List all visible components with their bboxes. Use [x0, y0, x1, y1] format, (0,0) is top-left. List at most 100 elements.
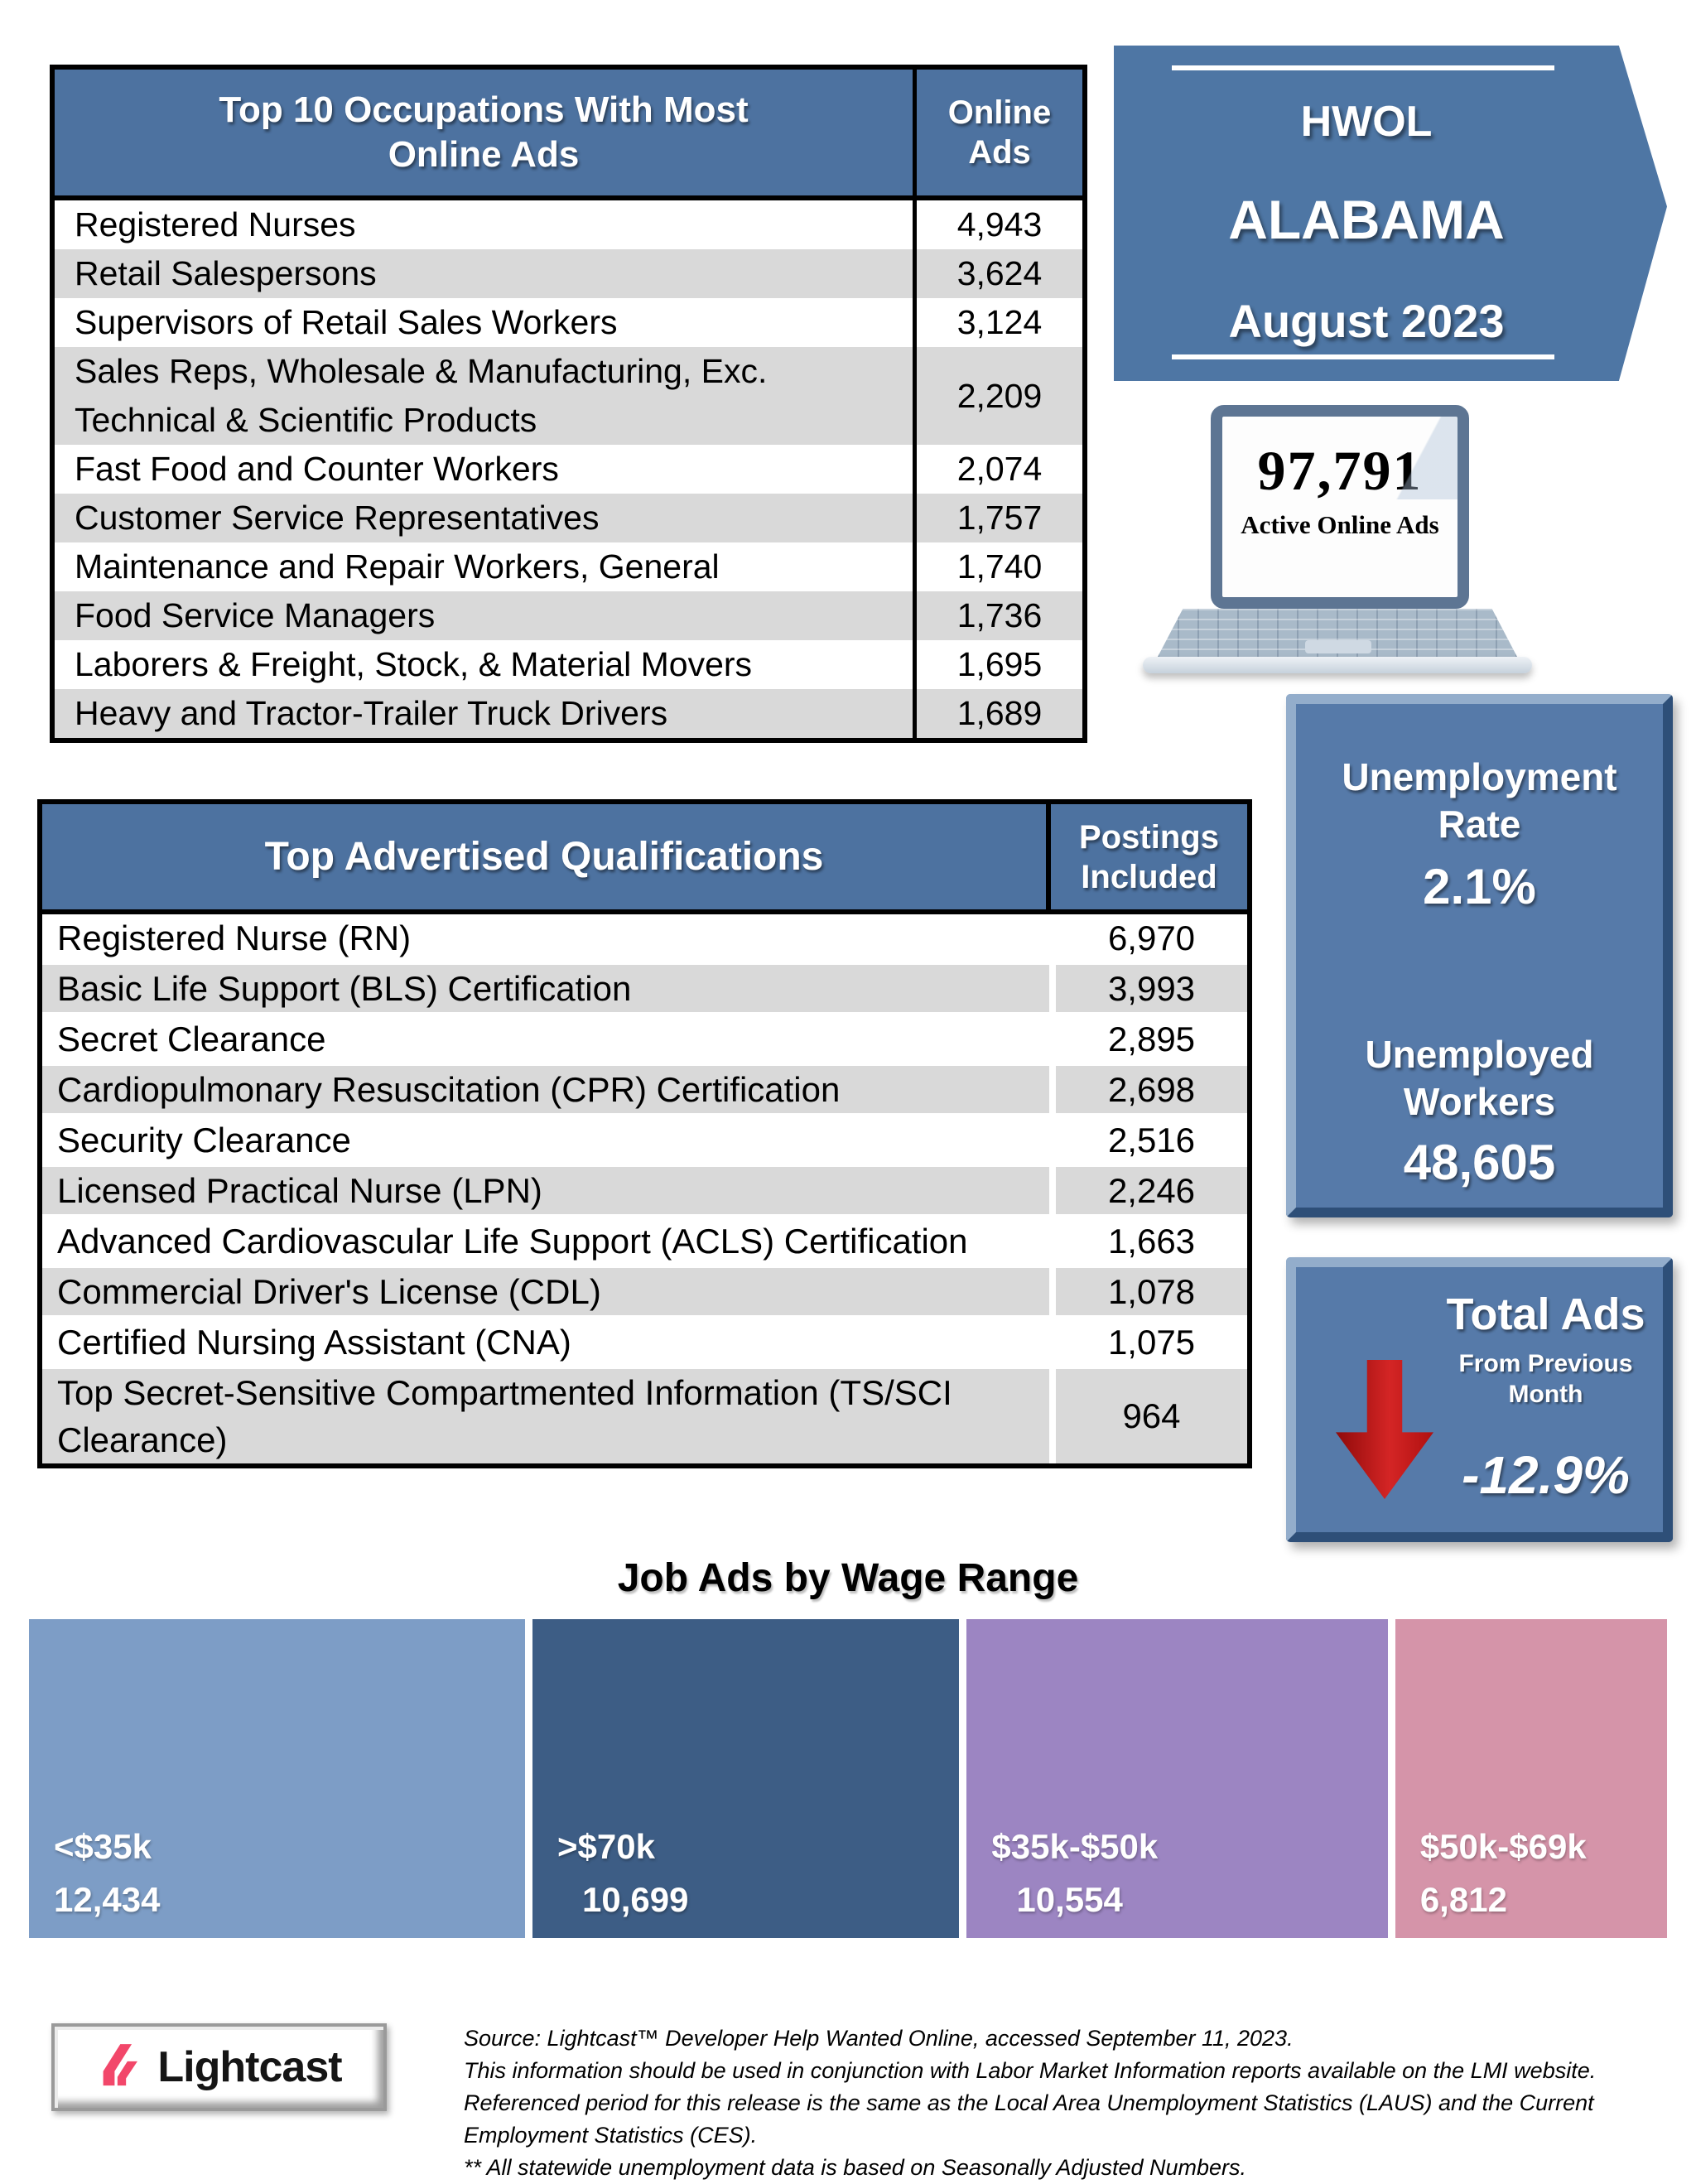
table-row: Advanced Cardiovascular Life Support (AC…: [42, 1214, 1247, 1265]
qualifications-table-header: Top Advertised Qualifications Postings I…: [42, 804, 1247, 914]
occupation-label: Customer Service Representatives: [75, 499, 600, 537]
qualification-label: Secret Clearance: [57, 1020, 326, 1058]
banner-top-rule: [1172, 65, 1554, 70]
table-row: Customer Service Representatives 1,757: [55, 494, 1082, 542]
table-row: Registered Nurse (RN) 6,970: [42, 914, 1247, 962]
banner-report-month: August 2023: [1228, 295, 1505, 347]
laptop-keyboard: [1158, 609, 1517, 657]
source-line: Referenced period for this release is th…: [464, 2090, 1594, 2148]
occupation-ads-count: 3,624: [913, 249, 1082, 298]
treemap-segment: <$35k 12,434: [29, 1619, 525, 1938]
table-row: Top Secret-Sensitive Compartmented Infor…: [42, 1366, 1247, 1463]
occupation-ads-count: 3,124: [913, 298, 1082, 347]
unemployment-stat-box: Unemployment Rate 2.1% Unemployed Worker…: [1286, 694, 1673, 1217]
wage-range-count: 12,434: [54, 1880, 161, 1919]
source-line: Source: Lightcast™ Developer Help Wanted…: [464, 2026, 1294, 2051]
laptop-screen: 97,791 Active Online Ads: [1211, 405, 1469, 609]
qualification-label: Cardiopulmonary Resuscitation (CPR) Cert…: [57, 1070, 841, 1109]
qualification-postings-count: 1,078: [1049, 1268, 1247, 1315]
total-ads-title: Total Ads: [1446, 1290, 1645, 1339]
table-row: Food Service Managers 1,736: [55, 591, 1082, 640]
occupation-label: Maintenance and Repair Workers, General: [75, 547, 720, 586]
occupation-label: Retail Salespersons: [75, 254, 377, 292]
qualification-postings-count: 964: [1049, 1369, 1247, 1463]
table-row: Fast Food and Counter Workers 2,074: [55, 445, 1082, 494]
unemployment-rate-label: Unemployment Rate: [1342, 755, 1617, 846]
qualification-postings-count: 1,075: [1049, 1319, 1247, 1366]
laptop-graphic: 97,791 Active Online Ads: [1143, 402, 1532, 675]
occupations-online-ads-column-header: Online Ads: [913, 70, 1082, 195]
qualifications-postings-column-header: Postings Included: [1046, 804, 1247, 909]
table-row: Heavy and Tractor-Trailer Truck Drivers …: [55, 689, 1082, 738]
down-arrow-icon: [1336, 1360, 1433, 1499]
occupation-label: Supervisors of Retail Sales Workers: [75, 303, 618, 341]
occupation-ads-count: 2,074: [913, 445, 1082, 494]
occupation-label: Sales Reps, Wholesale & Manufacturing, E…: [75, 352, 768, 439]
occupations-table-header: Top 10 Occupations With Most Online Ads …: [55, 70, 1082, 200]
occupation-ads-count: 1,736: [913, 591, 1082, 640]
treemap-segment: $50k-$69k 6,812: [1395, 1619, 1667, 1938]
banner-bottom-rule: [1172, 354, 1554, 359]
lightcast-logo: Lightcast: [51, 2023, 387, 2111]
qualification-label: Licensed Practical Nurse (LPN): [57, 1171, 542, 1210]
table-row: Licensed Practical Nurse (LPN) 2,246: [42, 1164, 1247, 1214]
table-row: Certified Nursing Assistant (CNA) 1,075: [42, 1315, 1247, 1366]
table-row: Laborers & Freight, Stock, & Material Mo…: [55, 640, 1082, 689]
active-ads-value: 97,791: [1257, 439, 1423, 502]
wage-range-count: 6,812: [1419, 1880, 1507, 1919]
wage-range-count: 10,554: [1016, 1880, 1123, 1919]
unemployed-workers-label: Unemployed Workers: [1365, 1033, 1594, 1123]
unemployment-rate-value: 2.1%: [1423, 859, 1536, 914]
qualification-postings-count: 2,516: [1049, 1116, 1247, 1164]
occupation-ads-count: 1,740: [913, 542, 1082, 591]
qualification-postings-count: 2,246: [1049, 1167, 1247, 1214]
source-line: This information should be used in conju…: [464, 2058, 1597, 2083]
wage-range-label: >$70k: [557, 1827, 655, 1866]
occupations-table-title: Top 10 Occupations With Most Online Ads: [55, 70, 913, 195]
wage-range-count: 10,699: [582, 1880, 689, 1919]
qualification-postings-count: 2,698: [1049, 1066, 1247, 1113]
qualification-label: Basic Life Support (BLS) Certification: [57, 969, 632, 1008]
hwol-banner: HWOL ALABAMA August 2023: [1114, 46, 1667, 381]
occupation-label: Heavy and Tractor-Trailer Truck Drivers: [75, 694, 668, 732]
qualification-postings-count: 6,970: [1049, 914, 1247, 962]
qualification-label: Certified Nursing Assistant (CNA): [57, 1323, 571, 1362]
wage-range-treemap: <$35k 12,434 >$70k 10,699 $35k-$50k 10,5…: [29, 1619, 1667, 1938]
occupation-ads-count: 2,209: [913, 347, 1082, 445]
wage-chart-title: Job Ads by Wage Range: [617, 1556, 1079, 1600]
qualification-label: Commercial Driver's License (CDL): [57, 1272, 601, 1311]
source-note: Source: Lightcast™ Developer Help Wanted…: [464, 2022, 1689, 2184]
wage-range-label: $50k-$69k: [1419, 1827, 1587, 1866]
occupation-ads-count: 1,695: [913, 640, 1082, 689]
qualification-postings-count: 1,663: [1049, 1217, 1247, 1265]
qualification-label: Top Secret-Sensitive Compartmented Infor…: [57, 1373, 952, 1459]
table-row: Cardiopulmonary Resuscitation (CPR) Cert…: [42, 1063, 1247, 1113]
total-ads-subtitle: From Previous Month: [1458, 1350, 1633, 1408]
unemployed-workers-value: 48,605: [1403, 1135, 1556, 1190]
banner-state-name: ALABAMA: [1228, 189, 1505, 250]
table-row: Supervisors of Retail Sales Workers 3,12…: [55, 298, 1082, 347]
laptop-touchpad: [1305, 640, 1371, 653]
table-row: Registered Nurses 4,943: [55, 200, 1082, 249]
active-ads-label: Active Online Ads: [1241, 510, 1439, 539]
occupations-table-body: Registered Nurses 4,943 Retail Salespers…: [55, 200, 1082, 738]
table-row: Security Clearance 2,516: [42, 1113, 1247, 1164]
occupation-label: Food Service Managers: [75, 596, 436, 634]
wage-range-label: $35k-$50k: [991, 1827, 1159, 1866]
wage-range-label: <$35k: [54, 1827, 152, 1866]
occupation-label: Registered Nurses: [75, 205, 356, 243]
qualification-label: Registered Nurse (RN): [57, 918, 412, 957]
qualification-label: Security Clearance: [57, 1121, 351, 1159]
qualifications-table: Top Advertised Qualifications Postings I…: [37, 799, 1252, 1468]
qualification-postings-count: 3,993: [1049, 965, 1247, 1012]
infographic-page: { "colors": { "table_header_blue": "#4d7…: [29, 46, 1673, 2180]
occupations-table-title-text: Top 10 Occupations With Most Online Ads: [219, 89, 749, 175]
qualification-label: Advanced Cardiovascular Life Support (AC…: [57, 1222, 968, 1261]
treemap-segment: $35k-$50k 10,554: [966, 1619, 1388, 1938]
occupation-ads-count: 1,689: [913, 689, 1082, 738]
occupation-label: Laborers & Freight, Stock, & Material Mo…: [75, 645, 753, 683]
treemap-segment: >$70k 10,699: [532, 1619, 960, 1938]
total-ads-text-block: Total Ads From Previous Month -12.9%: [1435, 1289, 1656, 1506]
lightcast-logo-icon: [96, 2040, 147, 2095]
table-row: Secret Clearance 2,895: [42, 1012, 1247, 1063]
